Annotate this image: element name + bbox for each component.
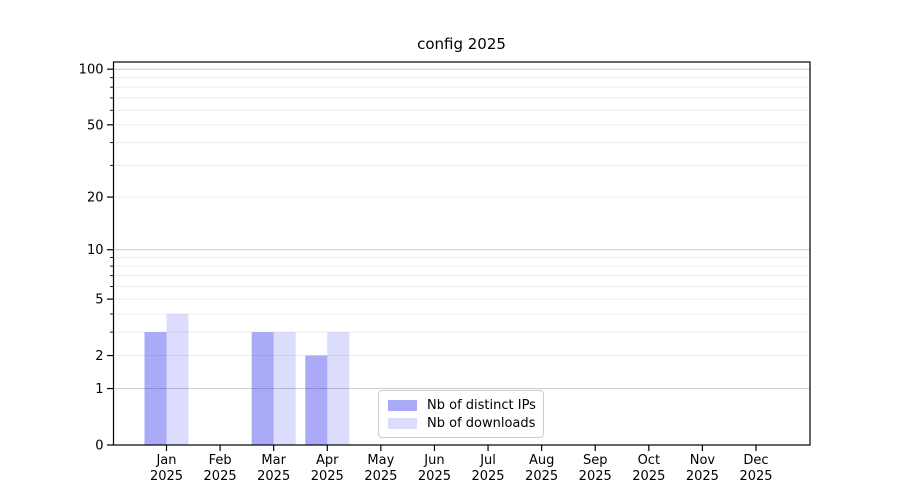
x-tick-label-year: 2025 [579,469,612,484]
bar-downloads [327,332,350,445]
plot-border [112,61,811,446]
x-tick-label-year: 2025 [739,469,772,484]
bar-distinct-ips [305,355,328,445]
y-tick-label: 10 [87,243,104,258]
x-tick-label-month: Apr [316,453,339,468]
y-tick-label: 100 [79,63,104,78]
x-tick-label-month: Feb [209,453,232,468]
x-tick-label-year: 2025 [525,469,558,484]
bar-distinct-ips [251,332,274,445]
x-tick-label-month: Aug [529,453,554,468]
y-tick-label: 0 [95,439,103,454]
x-tick-label-month: Jan [155,453,176,468]
y-tick-label: 1 [95,382,103,397]
x-tick-label-month: Sep [583,453,608,468]
y-tick-label: 50 [87,118,104,133]
x-tick-label-month: Jun [423,453,444,468]
x-tick-label-year: 2025 [257,469,290,484]
x-tick-label-year: 2025 [364,469,397,484]
bar-downloads [166,313,189,445]
x-tick-label-year: 2025 [471,469,504,484]
x-tick-label-month: May [367,453,394,468]
legend-swatch-downloads [388,417,417,429]
legend-label-distinct-ips: Nb of distinct IPs [427,397,536,413]
x-tick-label-year: 2025 [150,469,183,484]
x-tick-label-year: 2025 [632,469,665,484]
x-tick-label-year: 2025 [311,469,344,484]
legend-item-distinct-ips: Nb of distinct IPs [388,397,536,413]
legend-label-downloads: Nb of downloads [427,415,536,431]
chart-title: config 2025 [417,35,506,53]
x-tick-label-month: Jul [479,453,496,468]
y-tick-label: 20 [87,191,104,206]
bar-downloads [273,332,296,445]
x-tick-label-year: 2025 [686,469,719,484]
legend-swatch-distinct-ips [388,399,417,411]
bar-distinct-ips [144,332,167,445]
x-tick-label-year: 2025 [418,469,451,484]
y-tick-label: 2 [95,349,103,364]
x-tick-label-month: Oct [638,453,660,468]
legend-item-downloads: Nb of downloads [388,415,536,431]
x-tick-label-month: Mar [261,453,286,468]
x-tick-label-year: 2025 [204,469,237,484]
y-tick-label: 5 [95,293,103,308]
x-tick-label-month: Dec [743,453,768,468]
x-tick-label-month: Nov [690,453,716,468]
legend: Nb of distinct IPs Nb of downloads [378,390,544,438]
